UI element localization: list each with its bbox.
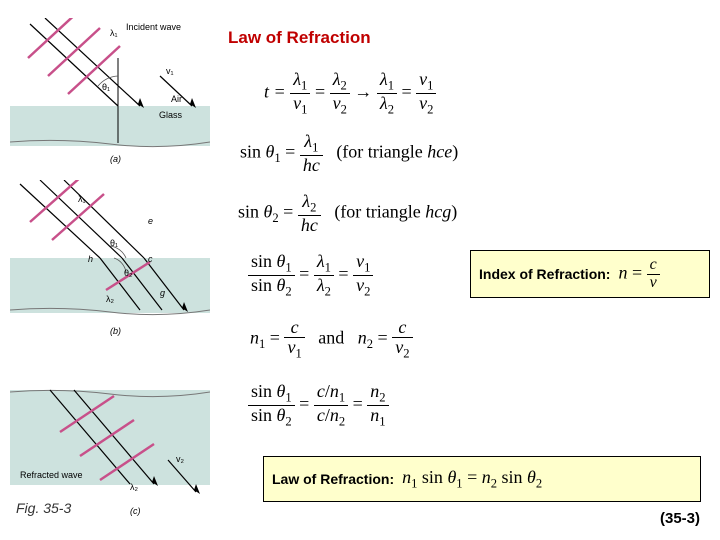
diagram-c-refr: Refracted wave [20,470,83,480]
equation-snell-ratio: sin θ1 sin θ2 = c/n1 c/n2 = n2 n1 [248,382,389,429]
diagram-b-sub: (b) [110,326,121,336]
diagram-a-air: Air [171,94,182,104]
equation-n-defs: n1 = cv1 and n2 = cv2 [250,318,413,361]
svg-text:g: g [160,288,165,298]
diagram-c-l2: λ₂ [130,482,139,492]
page-title: Law of Refraction [228,28,371,48]
equation-sin2: sin θ2 = λ2hc (for triangle hcg) [238,192,457,235]
diagram-c-v2: v₂ [176,454,185,464]
diagram-a-incident: Incident wave [126,22,181,32]
index-of-refraction-box: Index of Refraction: n = cv [470,250,710,298]
svg-text:c: c [148,254,153,264]
diagram-a-sub: (a) [110,154,121,164]
diagram-b: λ₁ θ₁ θ₂ λ₂ e h c g (b) [10,180,210,345]
diagram-a-lambda: λ₁ [110,28,118,38]
diagram-a-v: v₁ [166,66,174,76]
diagram-b-th1: θ₁ [110,238,118,248]
law-label: Law of Refraction: [272,471,394,487]
diagram-b-l1: λ₁ [78,194,86,204]
diagram-b-th2: θ₂ [124,268,133,278]
law-of-refraction-box: Law of Refraction: n1 sin θ1 = n2 sin θ2 [263,456,701,502]
page-reference: (35-3) [660,510,700,527]
diagram-c-sub: (c) [130,506,141,516]
equation-t: t = λ1v1 = λ2v2 → λ1λ2 = v1v2 [264,70,436,117]
diagram-a-glass: Glass [159,110,183,120]
figure-caption: Fig. 35-3 [16,500,71,516]
equation-ratio: sin θ1 sin θ2 = λ1λ2 = v1v2 [248,252,373,299]
equation-sin1: sin θ1 = λ1hc (for triangle hce) [240,132,458,175]
svg-text:e: e [148,216,153,226]
diagram-b-l2: λ₂ [106,294,115,304]
svg-text:h: h [88,254,93,264]
index-label: Index of Refraction: [479,266,610,282]
diagram-a: λ₁ Incident wave θ₁ v₁ Air Glass (a) [10,18,210,171]
diagram-a-theta: θ₁ [102,82,110,92]
